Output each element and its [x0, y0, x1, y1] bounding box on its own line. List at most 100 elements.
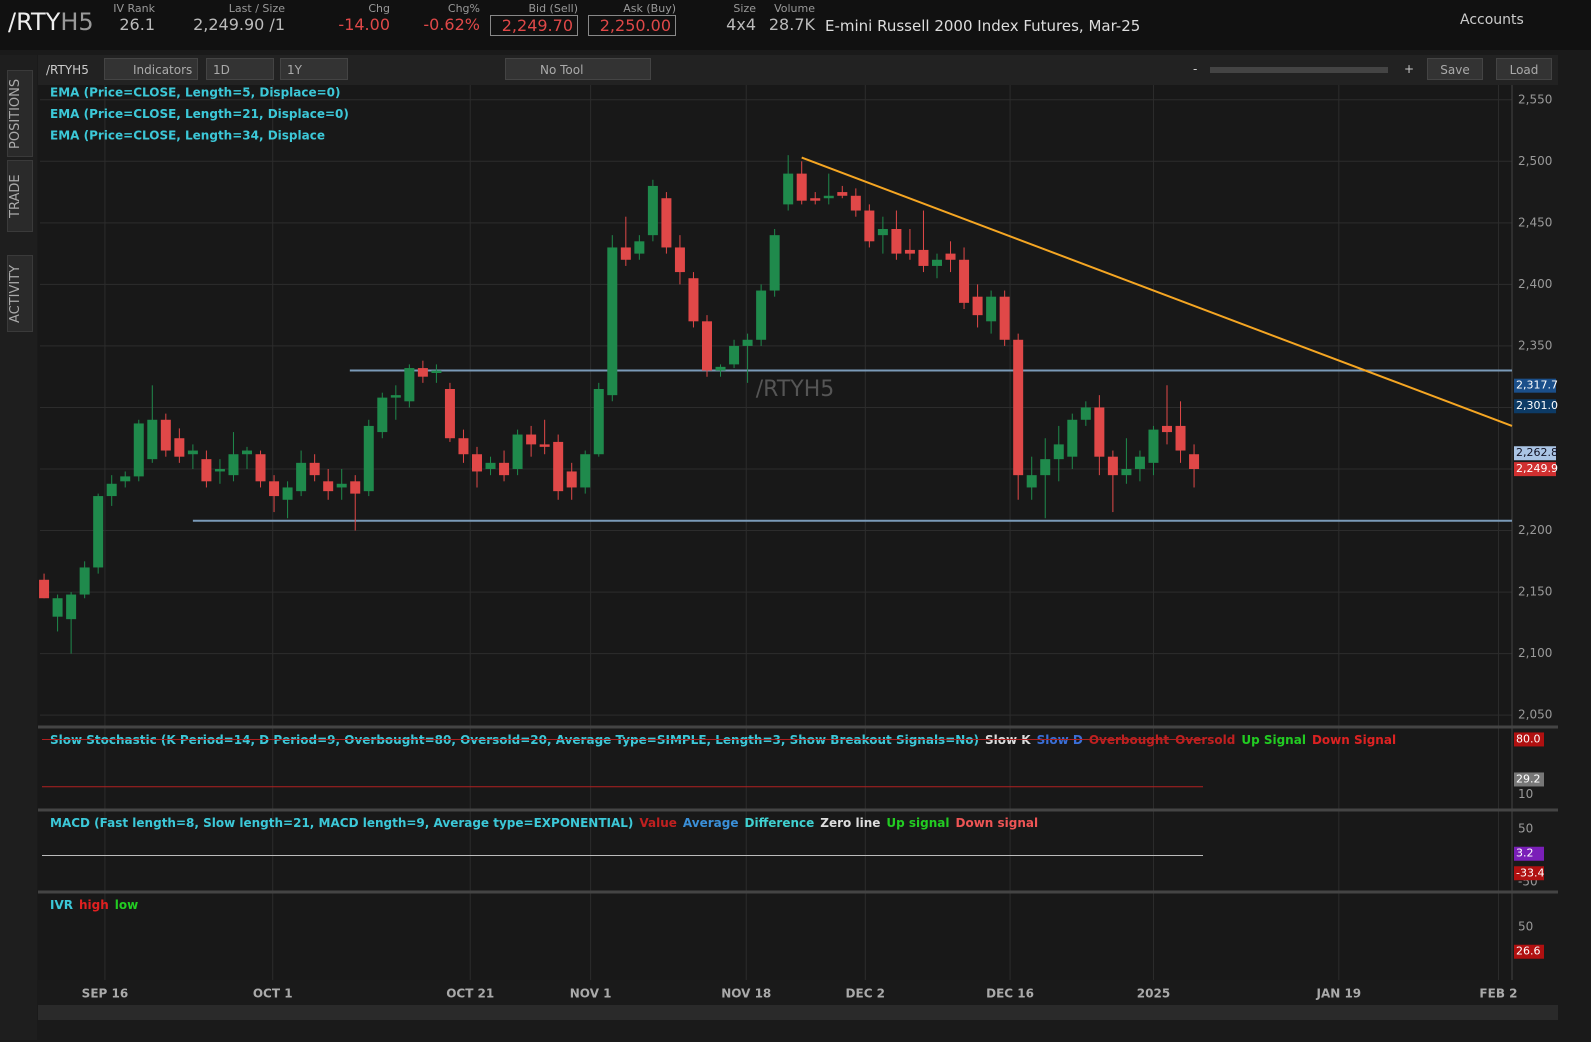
- candle-body: [390, 395, 401, 398]
- candle-body: [160, 419, 171, 451]
- candle-body: [323, 481, 334, 492]
- candle-body: [850, 195, 861, 211]
- candle-body: [458, 438, 469, 455]
- candle-body: [999, 296, 1010, 340]
- candle-body: [1013, 339, 1024, 476]
- zoom-slider[interactable]: [1210, 67, 1388, 73]
- candle-body: [133, 423, 144, 477]
- candle-body: [147, 419, 158, 460]
- field-label: Last / Size: [228, 2, 285, 15]
- legend-item: Down signal: [956, 816, 1039, 830]
- panel-title: MACD (Fast length=8, Slow length=21, MAC…: [50, 816, 1038, 830]
- study-label: EMA (Price=CLOSE, Length=21, Displace=0): [50, 107, 349, 121]
- candle-body: [1121, 469, 1132, 476]
- field-label: Bid (Sell): [528, 2, 578, 15]
- candle-body: [79, 567, 90, 595]
- candle-body: [796, 173, 807, 201]
- chart-symbol: /RTYH5: [46, 63, 89, 77]
- candle-body: [593, 389, 604, 455]
- symbol-root: /RTY: [8, 8, 61, 36]
- candle-body: [187, 450, 198, 455]
- aggregation-select[interactable]: 1D: [206, 58, 274, 80]
- value-badge-label: 80.0: [1516, 732, 1541, 745]
- x-tick-label: NOV 18: [721, 987, 771, 1001]
- candle-body: [1040, 459, 1051, 476]
- price-badge-label: 2,301.0: [1516, 399, 1558, 412]
- value-badge: [1514, 944, 1544, 959]
- x-tick-label: DEC 2: [846, 987, 886, 1001]
- value-badge: [1514, 732, 1544, 747]
- candle-body: [377, 397, 388, 433]
- study-label: EMA (Price=CLOSE, Length=5, Displace=0): [50, 86, 341, 100]
- legend-item: Up Signal: [1241, 733, 1306, 747]
- quote-field: Size 4x4: [726, 2, 756, 34]
- value-badge: [1514, 846, 1544, 861]
- candle-body: [1107, 456, 1118, 476]
- value-badge: [1514, 866, 1544, 881]
- candle-body: [837, 192, 848, 196]
- trendline: [801, 156, 1513, 427]
- scrollbar[interactable]: [38, 1005, 1558, 1020]
- candle-body: [932, 259, 942, 266]
- candle-body: [1094, 407, 1105, 457]
- price-badge-label: 2,249.9: [1516, 462, 1558, 475]
- candle-body: [783, 173, 794, 205]
- candle-body: [904, 249, 915, 254]
- load-button[interactable]: Load: [1496, 58, 1552, 80]
- candle-body: [688, 278, 699, 322]
- candle-body: [1053, 444, 1064, 460]
- field-value: -0.62%: [423, 15, 480, 34]
- candle-body: [620, 247, 631, 260]
- candle-body: [661, 198, 672, 248]
- symbol[interactable]: /RTYH5: [8, 8, 94, 36]
- zoom-in[interactable]: +: [1404, 62, 1415, 76]
- candle-body: [1026, 475, 1037, 488]
- indicators-button[interactable]: Indicators: [104, 58, 198, 80]
- field-value: -14.00: [338, 15, 390, 34]
- candle-body: [282, 487, 293, 500]
- value-badge-label: 3.2: [1516, 847, 1534, 860]
- candle-body: [214, 469, 225, 472]
- candle-body: [742, 339, 753, 346]
- y-tick-label: 2,350: [1518, 338, 1552, 352]
- candle-body: [986, 296, 997, 322]
- tool-select[interactable]: No Tool: [505, 58, 651, 80]
- field-value: 2,249.90 /1: [193, 15, 285, 34]
- candle-body: [431, 370, 442, 373]
- panel-title-text: MACD (Fast length=8, Slow length=21, MAC…: [50, 816, 633, 830]
- candle-body: [1067, 419, 1078, 457]
- watermark: /RTYH5: [756, 377, 835, 402]
- save-button[interactable]: Save: [1427, 58, 1483, 80]
- quote-field: Chg% -0.62%: [420, 2, 480, 34]
- candle-body: [945, 253, 956, 260]
- candle-body: [417, 368, 428, 377]
- accounts-menu[interactable]: Accounts: [1460, 12, 1524, 28]
- symbol-suffix: H5: [60, 8, 94, 36]
- candle-body: [106, 483, 117, 497]
- y-tick-label: 2,150: [1518, 585, 1552, 599]
- candle-body: [1175, 425, 1186, 451]
- price-badge: [1514, 378, 1556, 393]
- y-tick-label: 2,500: [1518, 154, 1552, 168]
- quote-bar: /RTYH5 IV Rank 26.1 Last / Size 2,249.90 /1…: [0, 0, 1591, 50]
- legend-item: Difference: [745, 816, 815, 830]
- candle-body: [255, 454, 266, 482]
- price-badge-label: 2,262.8: [1516, 446, 1558, 459]
- price-badge: [1514, 399, 1556, 414]
- value-badge-label: -33.4: [1516, 866, 1544, 879]
- candle-body: [891, 229, 902, 254]
- zoom-out[interactable]: -: [1193, 62, 1198, 76]
- field-value: 26.1: [119, 15, 155, 34]
- quote-field: Volume 28.7K: [765, 2, 815, 34]
- candle-body: [485, 462, 496, 469]
- candle-body: [1148, 429, 1159, 463]
- value-badge-label: 26.6: [1516, 945, 1541, 958]
- candle-body: [174, 438, 185, 457]
- candle-body: [296, 462, 307, 492]
- candle-body: [120, 476, 131, 482]
- sidebar: POSITIONS TRADE ACTIVITY: [0, 55, 37, 1040]
- period-select[interactable]: 1Y: [280, 58, 348, 80]
- candle-body: [201, 459, 212, 482]
- candle-body: [404, 368, 415, 402]
